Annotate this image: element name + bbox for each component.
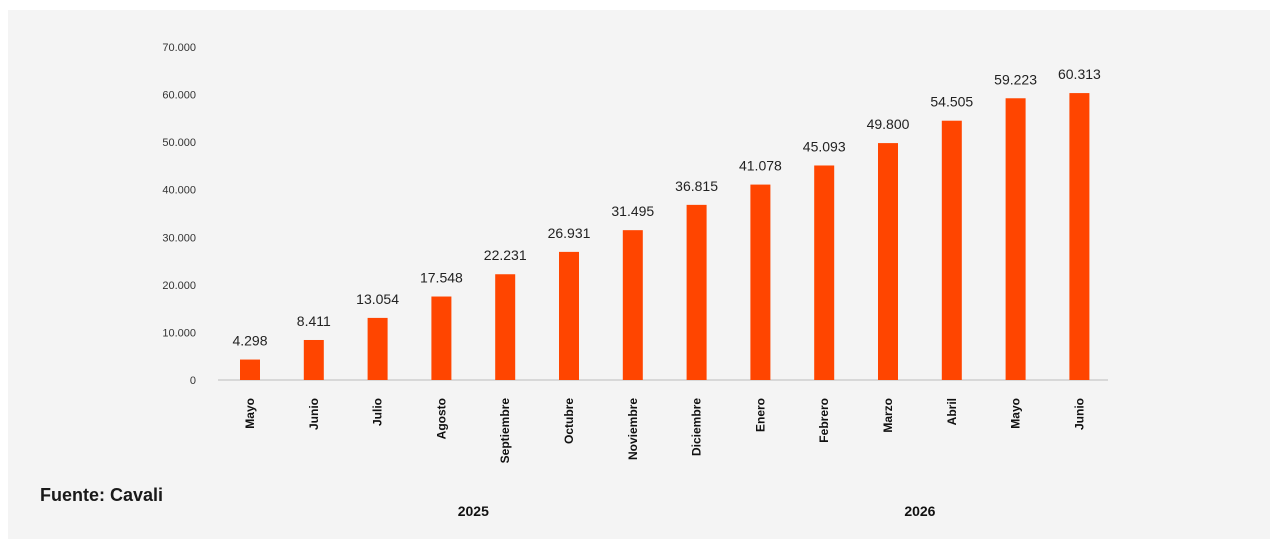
bar	[1005, 98, 1026, 380]
bar	[686, 204, 707, 380]
bar	[878, 143, 898, 380]
data-label: 36.815	[675, 178, 718, 194]
data-label: 31.495	[611, 203, 654, 219]
data-label: 60.313	[1058, 66, 1101, 82]
category-label: Diciembre	[690, 398, 704, 456]
category-label: Marzo	[881, 398, 895, 433]
bar	[941, 120, 962, 381]
bar-chart: 0 10.000 20.000 30.000 40.000 50.000 60.000 70.…	[162, 42, 1108, 519]
y-tick-label: 60.000	[162, 90, 196, 102]
category-label: Abril	[945, 398, 959, 425]
bar	[495, 274, 516, 380]
bar	[367, 317, 388, 380]
category-label: Febrero	[817, 398, 831, 443]
y-tick-label: 0	[190, 375, 196, 387]
bar	[559, 251, 579, 380]
category-label: Junio	[1072, 398, 1086, 430]
data-label: 8.411	[297, 313, 331, 329]
data-label: 49.800	[867, 116, 910, 132]
y-tick-label: 70.000	[162, 42, 196, 54]
chart-panel: 0 10.000 20.000 30.000 40.000 50.000 60.000 70.…	[8, 10, 1270, 539]
data-label: 45.093	[803, 138, 846, 154]
y-tick-label: 10.000	[162, 327, 196, 339]
data-label: 54.505	[930, 94, 973, 110]
year-label: 2026	[904, 503, 935, 519]
bar	[814, 165, 835, 380]
category-label: Agosto	[434, 398, 448, 439]
y-tick-label: 40.000	[162, 185, 196, 197]
bar	[1069, 93, 1090, 380]
y-tick-label: 50.000	[162, 137, 196, 149]
data-label: 26.931	[548, 225, 591, 241]
category-label: Octubre	[562, 398, 576, 444]
bar	[431, 296, 452, 380]
category-label: Julio	[371, 398, 385, 426]
data-label: 59.223	[994, 71, 1037, 87]
category-label: Junio	[307, 398, 321, 430]
data-label: 41.078	[739, 158, 782, 174]
year-label: 2025	[458, 503, 489, 519]
category-label: Mayo	[243, 398, 257, 429]
data-label: 4.298	[232, 333, 267, 349]
category-label: Enero	[753, 398, 767, 432]
y-tick-label: 30.000	[162, 232, 196, 244]
bar	[240, 359, 260, 380]
y-tick-label: 20.000	[162, 280, 196, 292]
category-label: Mayo	[1009, 398, 1023, 429]
data-label: 17.548	[420, 270, 463, 286]
category-label: Septiembre	[498, 398, 512, 464]
bar	[750, 184, 771, 380]
category-label: Noviembre	[626, 398, 640, 460]
data-label: 22.231	[484, 247, 527, 263]
bar	[622, 230, 643, 380]
bar	[303, 339, 324, 380]
data-label: 13.054	[356, 291, 399, 307]
source-note: Fuente: Cavali	[40, 485, 164, 505]
